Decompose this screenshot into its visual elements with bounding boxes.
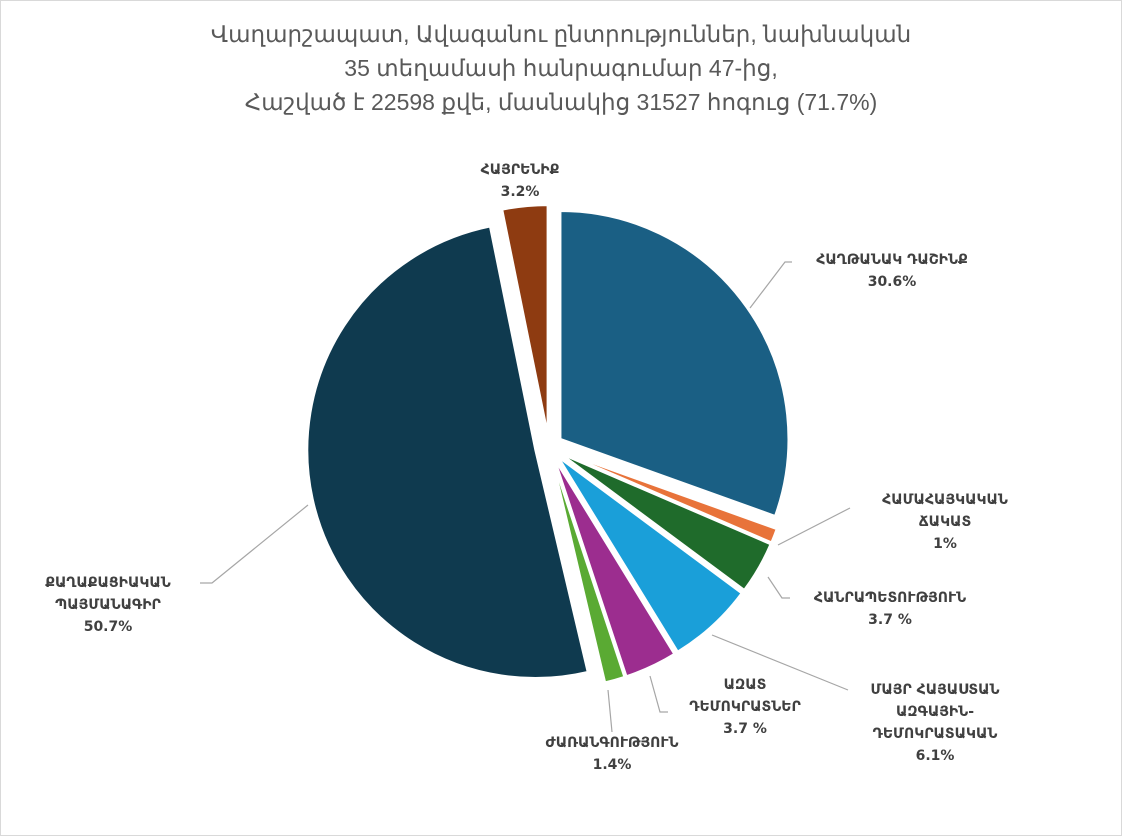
leader-line [711, 634, 849, 691]
data-label: ՀԱՅՐԵՆԻՔ [481, 162, 560, 178]
data-label: ԱԶԳԱՅԻՆ- [896, 704, 974, 720]
data-label: ՀԱՄԱՀԱՅԿԱԿԱՆ [882, 492, 1008, 508]
pie-slice [559, 209, 790, 518]
pie-slice [557, 456, 743, 653]
pie-slice [560, 453, 772, 592]
data-label: ԺԱՌԱՆԳՈՒԹՅՈՒՆ [546, 735, 679, 751]
leader-line [200, 504, 309, 584]
leader-line [777, 507, 851, 546]
pie-slice [551, 460, 626, 684]
data-label: ԴԵՄՈԿՐԱՏՆԵՐ [689, 699, 801, 715]
chart-title: 35 տեղամասի հանրագումար 47-ից, [344, 55, 777, 81]
data-label: ՀԱՆՐԱՊԵՏՈՒԹՅՈՒՆ [814, 590, 966, 606]
pie-slice [561, 451, 778, 544]
data-label-value: 1% [933, 536, 957, 552]
chart-title: Հաշված է 22598 քվե, մասնակից 31527 հոգու… [245, 89, 878, 115]
data-label-value: 1.4% [593, 757, 632, 773]
data-label-value: 3.7 % [868, 612, 912, 628]
data-label-value: 3.2% [501, 184, 540, 200]
data-label: ՃԱԿԱՏ [919, 514, 971, 530]
leader-line [767, 576, 790, 599]
pie-slice [501, 204, 549, 434]
data-label: ԴԵՄՈԿՐԱՏԱԿԱՆ [873, 726, 998, 742]
leader-line [607, 689, 613, 733]
data-label: ՀԱՂԹԱՆԱԿ ԴԱՇԻՆՔ [816, 252, 968, 268]
pie-slice [306, 225, 589, 679]
data-label: ՄԱՅՐ ՀԱՅԱՍՏԱՆ [870, 682, 999, 698]
data-label: ԱԶԱՏ [724, 677, 767, 693]
data-label: ՔԱՂԱՔԱՑԻԱԿԱՆ [45, 575, 171, 591]
data-label-value: 30.6% [868, 274, 917, 290]
data-label-value: 3.7 % [723, 721, 767, 737]
leader-line [749, 261, 792, 309]
data-label: ՊԱՅՄԱՆԱԳԻՐ [55, 597, 161, 613]
pie-slice [553, 459, 676, 678]
chart-title: Վաղարշապատ, Ավագանու ընտրություններ, նախ… [211, 21, 911, 47]
leader-line [649, 675, 668, 713]
data-label-value: 6.1% [916, 748, 955, 764]
data-label-value: 50.7% [84, 619, 133, 635]
